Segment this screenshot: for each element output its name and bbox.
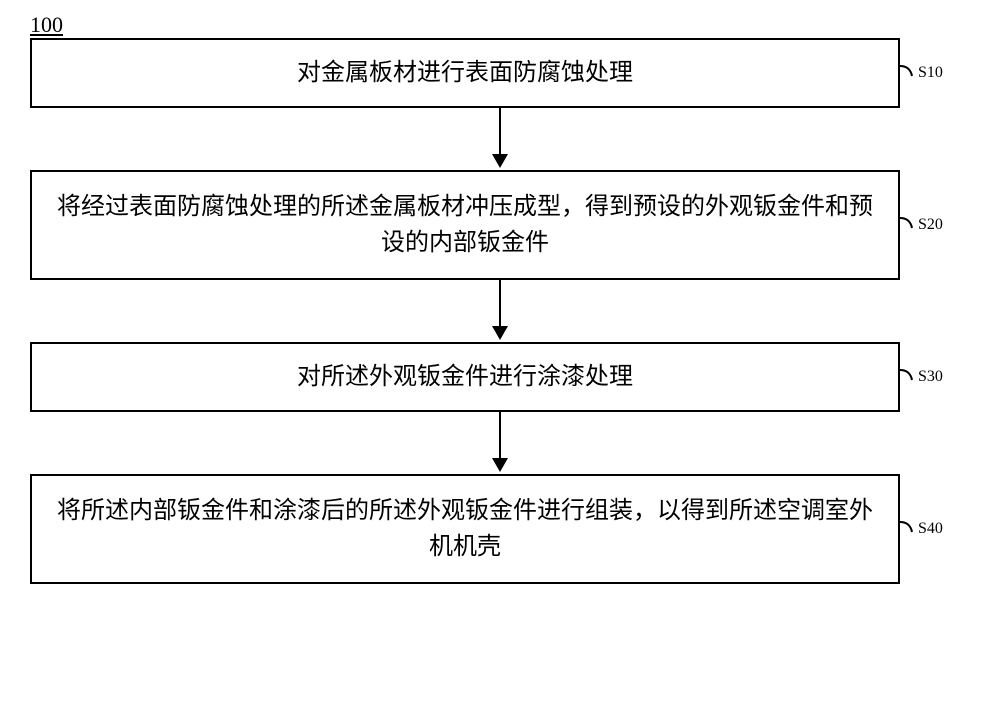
step-box-s30: 对所述外观钣金件进行涂漆处理 xyxy=(30,342,900,412)
connector-curve-icon xyxy=(900,362,916,392)
step-label-s30: S30 xyxy=(900,362,943,392)
step-box-s40: 将所述内部钣金件和涂漆后的所述外观钣金件进行组装，以得到所述空调室外机机壳 xyxy=(30,474,900,584)
step-row-s20: 将经过表面防腐蚀处理的所述金属板材冲压成型，得到预设的外观钣金件和预设的内部钣金… xyxy=(30,170,970,280)
figure-number: 100 xyxy=(30,12,63,38)
step-text: 对金属板材进行表面防腐蚀处理 xyxy=(297,55,633,91)
connector-curve-icon xyxy=(900,210,916,240)
step-text: 将经过表面防腐蚀处理的所述金属板材冲压成型，得到预设的外观钣金件和预设的内部钣金… xyxy=(52,189,878,261)
step-id: S30 xyxy=(918,368,943,386)
arrow-s30-s40 xyxy=(65,412,935,474)
connector-curve-icon xyxy=(900,58,916,88)
flowchart: 对金属板材进行表面防腐蚀处理 S10 将经过表面防腐蚀处理的所述金属板材冲压成型… xyxy=(30,38,970,584)
step-text: 将所述内部钣金件和涂漆后的所述外观钣金件进行组装，以得到所述空调室外机机壳 xyxy=(52,493,878,565)
arrow-s20-s30 xyxy=(65,280,935,342)
connector-curve-icon xyxy=(900,514,916,544)
arrow-s10-s20 xyxy=(65,108,935,170)
step-label-s40: S40 xyxy=(900,514,943,544)
step-label-s20: S20 xyxy=(900,210,943,240)
step-row-s40: 将所述内部钣金件和涂漆后的所述外观钣金件进行组装，以得到所述空调室外机机壳 S4… xyxy=(30,474,970,584)
step-id: S20 xyxy=(918,216,943,234)
step-text: 对所述外观钣金件进行涂漆处理 xyxy=(297,359,633,395)
step-id: S40 xyxy=(918,520,943,538)
step-id: S10 xyxy=(918,64,943,82)
step-label-s10: S10 xyxy=(900,58,943,88)
step-box-s20: 将经过表面防腐蚀处理的所述金属板材冲压成型，得到预设的外观钣金件和预设的内部钣金… xyxy=(30,170,900,280)
step-box-s10: 对金属板材进行表面防腐蚀处理 xyxy=(30,38,900,108)
step-row-s30: 对所述外观钣金件进行涂漆处理 S30 xyxy=(30,342,970,412)
step-row-s10: 对金属板材进行表面防腐蚀处理 S10 xyxy=(30,38,970,108)
